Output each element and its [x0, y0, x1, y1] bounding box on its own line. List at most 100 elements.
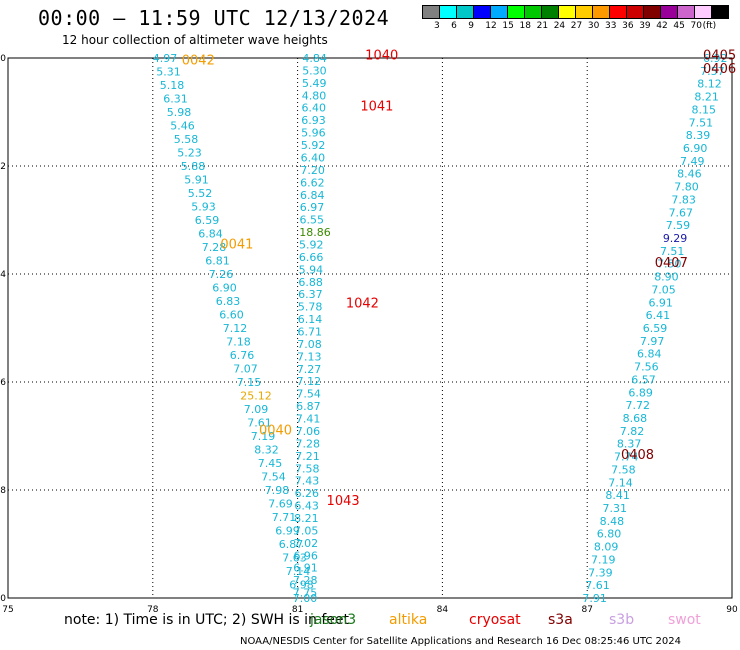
y-tick-label: -4: [0, 270, 6, 280]
wave-height-value: 7.58: [295, 462, 320, 475]
y-tick-label: -6: [0, 378, 6, 388]
wave-height-value: 7.67: [669, 206, 694, 219]
wave-height-value: 6.90: [212, 282, 237, 295]
wave-height-value: 7.09: [244, 403, 268, 416]
color-scale-label: 45: [673, 21, 685, 31]
wave-height-value: 7.39: [588, 566, 613, 579]
wave-height-value: 5.78: [298, 301, 323, 314]
wave-height-value: 6.87: [279, 538, 304, 551]
wave-height-value: 7.71: [272, 511, 297, 524]
wave-height-value: 5.94: [299, 263, 324, 276]
page-title: 00:00 — 11:59 UTC 12/13/2024: [38, 6, 390, 30]
wave-height-value: 7.50: [657, 258, 682, 271]
credit-text: NOAA/NESDIS Center for Satellite Applica…: [240, 636, 682, 647]
wave-height-value: 5.92: [301, 139, 326, 152]
wave-height-value: 6.87: [296, 400, 321, 413]
wave-height-value: 6.59: [643, 322, 668, 335]
satellite-pass-time: 0406: [703, 62, 736, 77]
wave-height-value: 8.09: [594, 541, 619, 554]
wave-height-value: 7.08: [297, 338, 322, 351]
wave-height-value: 7.02: [294, 537, 319, 550]
color-scale-label: 30: [587, 21, 600, 31]
legend-item-cryosat: cryosat: [469, 612, 521, 628]
satellite-pass-time: 1040: [365, 48, 398, 63]
legend-item-s3a: s3a: [548, 612, 573, 628]
wave-height-value: 7.57: [700, 65, 725, 78]
wave-height-value: 25.12: [240, 390, 271, 403]
wave-height-value: 5.49: [302, 77, 327, 90]
wave-height-value: 5.23: [177, 147, 202, 160]
wave-height-value: 7.28: [202, 241, 227, 254]
wave-height-value: 18.86: [299, 226, 331, 239]
wave-height-value: 7.80: [674, 181, 699, 194]
wave-height-value: 8.41: [605, 489, 630, 502]
color-scale-label: (ft): [702, 21, 717, 31]
wave-height-value: 8.37: [617, 438, 642, 451]
wave-height-value: 7.72: [625, 399, 650, 412]
wave-height-value: 6.97: [300, 201, 325, 214]
satellite-pass-time: 0408: [621, 448, 654, 463]
wave-height-value: 6.80: [597, 528, 622, 541]
wave-height-value: 6.89: [628, 386, 653, 399]
wave-height-value: 7.27: [297, 363, 322, 376]
wave-height-value: 7.56: [634, 361, 659, 374]
wave-height-value: 7.63: [282, 552, 307, 565]
color-scale-label: 3: [434, 21, 440, 31]
wave-height-value: 7.26: [209, 268, 234, 281]
color-scale-label: 9: [468, 21, 474, 31]
wave-height-value: 6.81: [205, 255, 230, 268]
wave-height-value: 7.18: [226, 336, 251, 349]
wave-height-value: 7.19: [591, 553, 616, 566]
x-tick-label: 78: [147, 605, 159, 615]
satellite-pass-time: 1043: [327, 494, 360, 509]
color-scale-label: 21: [536, 21, 549, 31]
wave-height-value: 8.68: [623, 412, 648, 425]
wave-height-value: 7.97: [640, 335, 665, 348]
wave-height-value: 5.18: [160, 79, 185, 92]
color-scale-label: 27: [570, 21, 583, 31]
plot-frame: [7, 57, 733, 599]
wave-height-value: 7.51: [689, 116, 714, 129]
legend-item-altika: altika: [389, 612, 428, 628]
wave-height-value: 7.51: [660, 245, 685, 258]
wave-height-value: 6.92: [703, 52, 728, 65]
wave-height-value: 6.40: [302, 102, 327, 115]
wave-height-value: 6.66: [299, 251, 324, 264]
wave-height-value: 9.29: [663, 232, 688, 245]
wave-height-value: 7.07: [233, 363, 258, 376]
wave-height-value: 6.76: [230, 349, 255, 362]
wave-height-value: 8.48: [600, 515, 625, 528]
wave-height-value: 6.71: [297, 326, 322, 339]
x-tick-label: 90: [726, 605, 738, 615]
wave-height-value: 7.54: [296, 388, 321, 401]
wave-height-value: 7.28: [293, 574, 318, 587]
satellite-pass-time: 1041: [360, 100, 393, 115]
wave-height-value: 8.21: [294, 512, 319, 525]
wave-height-value: 7.14: [286, 565, 311, 578]
legend-item-swot: swot: [668, 612, 701, 628]
wave-height-value: 5.92: [299, 238, 324, 251]
color-scale-label: 18: [519, 21, 531, 31]
wave-height-value: 6.98: [289, 579, 314, 592]
wave-height-value: 7.41: [296, 413, 321, 426]
wave-height-value: 7.69: [268, 498, 293, 511]
color-scale-label: 24: [553, 21, 566, 31]
wave-height-value: 7.00: [293, 592, 318, 605]
wave-height-value: 6.40: [301, 151, 326, 164]
satellite-pass-time: 0407: [655, 256, 688, 271]
wave-height-value: 8.15: [692, 103, 717, 116]
color-scale-label: 42: [656, 21, 668, 31]
wave-height-value: 7.14: [608, 476, 633, 489]
wave-height-value: 6.84: [198, 228, 223, 241]
color-scale-label: 33: [605, 21, 617, 31]
wave-height-value: 7.82: [620, 425, 645, 438]
wave-height-value: 7.31: [602, 502, 627, 515]
wave-height-value: 5.98: [167, 106, 192, 119]
satellite-pass-time: 0041: [220, 237, 253, 252]
y-tick-label: 0: [0, 54, 6, 64]
wave-height-value: 7.91: [582, 592, 607, 605]
wave-height-value: 7.58: [611, 463, 636, 476]
color-scale-label: 36: [622, 21, 634, 31]
wave-height-value: 8.90: [654, 271, 679, 284]
